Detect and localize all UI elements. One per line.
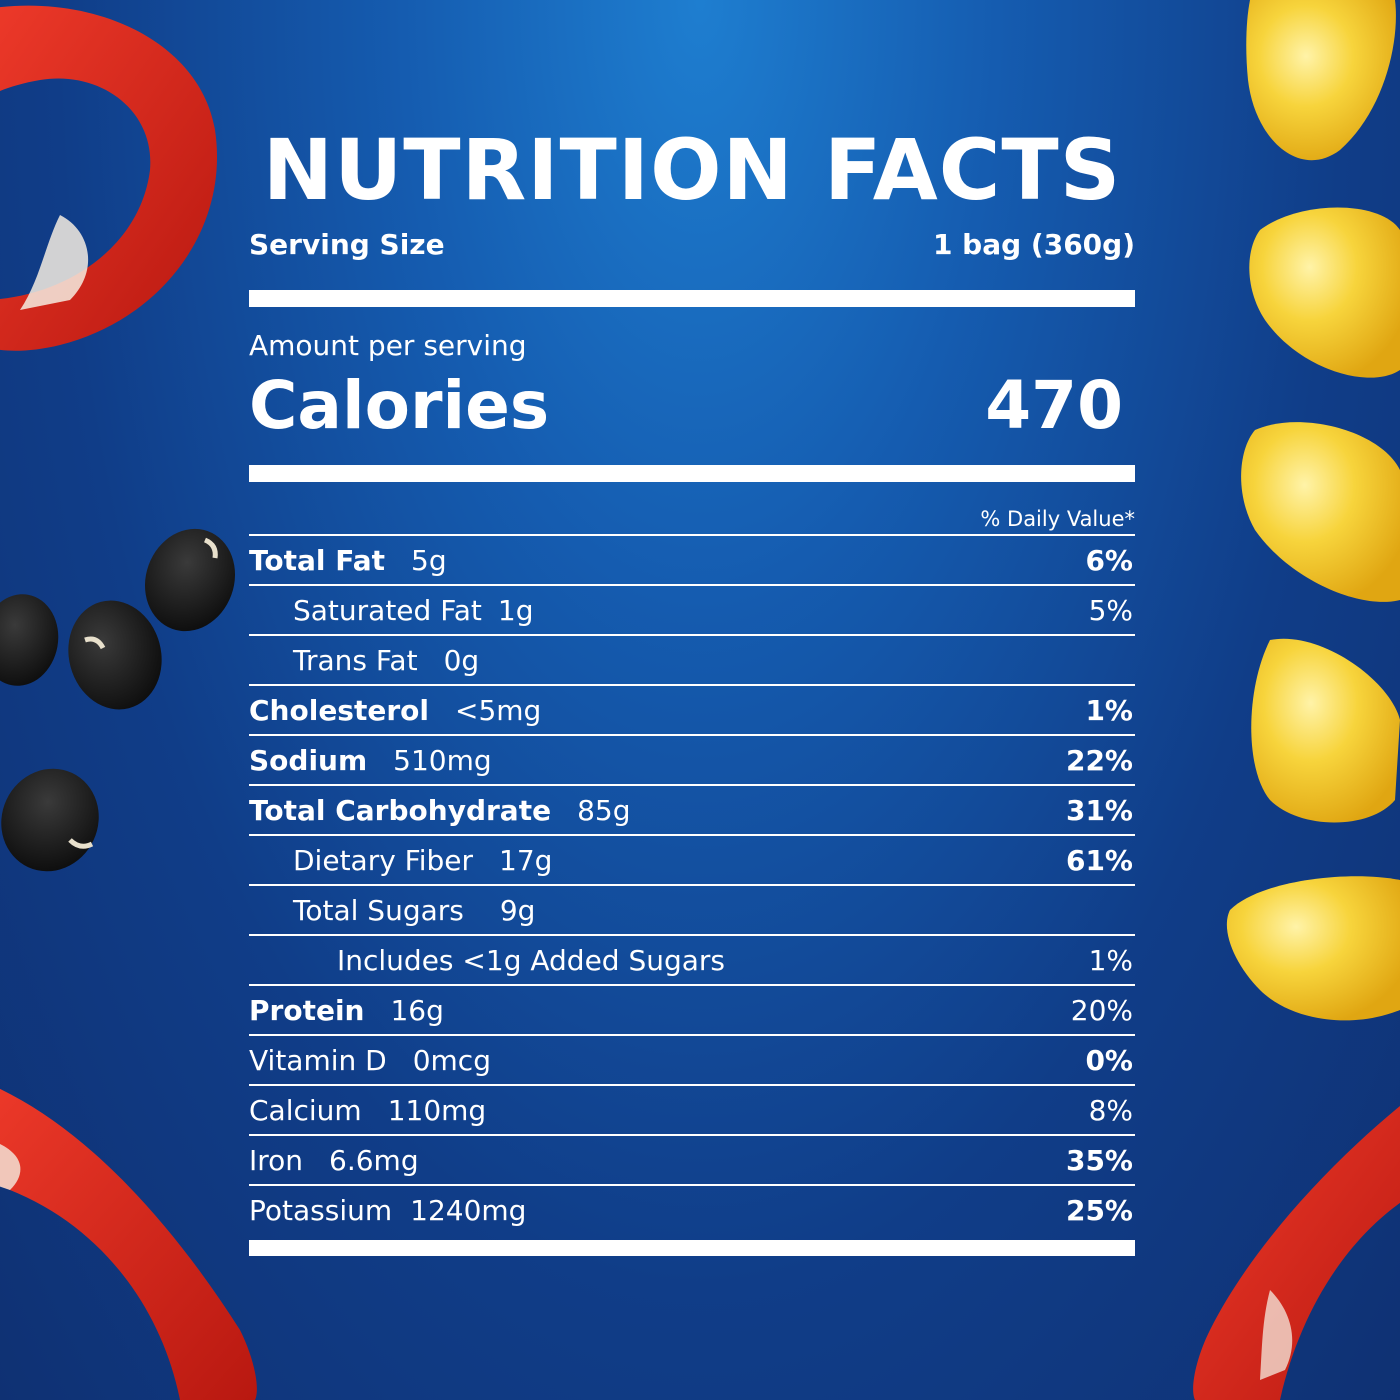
calories-value: 470 [985,367,1123,444]
nutrient-name: Cholesterol [249,693,429,727]
divider-thick [249,290,1135,307]
nutrient-amount: 0g [443,643,480,677]
nutrient-row: Trans Fat 0g [249,636,1135,686]
nutrient-amount: 16g [390,993,444,1027]
nutrient-amount: 85g [577,793,631,827]
nutrient-daily-value: 35% [1065,1143,1133,1177]
nutrient-name: Protein [249,993,365,1027]
nutrient-daily-value: 20% [1070,993,1133,1027]
nutrient-amount: 9g [499,893,536,927]
nutrient-row: Iron 6.6mg 35% [249,1136,1135,1186]
nutrient-amount: 110mg [387,1093,487,1127]
nutrient-row: Total Fat 5g 6% [249,536,1135,586]
nutrient-amount: 5g [411,543,447,577]
panel-title: NUTRITION FACTS [262,121,1122,219]
nutrient-row: Saturated Fat 1g 5% [249,586,1135,636]
nutrient-row: Cholesterol <5mg 1% [249,686,1135,736]
nutrient-daily-value: 8% [1088,1093,1133,1127]
nutrient-row: Sodium 510mg 22% [249,736,1135,786]
nutrient-row: Potassium 1240mg 25% [249,1186,1135,1234]
nutrient-daily-value: 61% [1065,843,1133,877]
nutrient-daily-value: 1% [1088,943,1133,977]
nutrient-daily-value: 6% [1085,543,1133,577]
amount-per-serving-label: Amount per serving [249,329,527,362]
nutrient-row: Total Sugars 9g [249,886,1135,936]
calories-row: Calories 470 [249,363,1135,449]
serving-size-label: Serving Size [249,228,445,261]
nutrient-daily-value: 5% [1088,593,1133,627]
nutrient-amount: 1g [497,593,534,627]
nutrient-daily-value: 0% [1085,1043,1133,1077]
red-pepper-slice-bottom-left [0,1088,257,1400]
nutrient-daily-value: 25% [1065,1193,1133,1227]
nutrient-daily-value: 22% [1065,743,1133,777]
red-pepper-slice-top-left [0,5,217,351]
serving-size-value: 1 bag (360g) [932,228,1135,261]
nutrient-name: Total Fat [249,543,386,577]
divider-thick-bottom [249,1240,1135,1256]
nutrient-list: Total Fat 5g 6% Saturated Fat 1g 5% Trans … [249,534,1135,1234]
divider-thick [249,465,1135,482]
calories-label: Calories [249,367,550,444]
nutrient-name: Dietary Fiber [293,843,474,877]
nutrient-amount: <5mg [455,693,542,727]
nutrient-row: Vitamin D 0mcg 0% [249,1036,1135,1086]
nutrition-facts-panel: NUTRITION FACTS Serving Size 1 bag (360g… [249,120,1135,1256]
nutrient-row: Calcium 110mg 8% [249,1086,1135,1136]
nutrient-name: Vitamin D [249,1043,387,1077]
nutrient-name: Potassium [249,1193,393,1227]
serving-size-row: Serving Size 1 bag (360g) [249,228,1135,268]
nutrient-row: Total Carbohydrate 85g 31% [249,786,1135,836]
nutrient-name: Iron [249,1143,304,1177]
red-pepper-slice-bottom-right [1193,1106,1400,1400]
nutrient-name: Total Carbohydrate [249,793,552,827]
nutrient-amount: 0mcg [412,1043,491,1077]
nutrient-amount: 1240mg [410,1193,527,1227]
nutrient-amount: 6.6mg [329,1143,419,1177]
nutrient-name: Saturated Fat [293,593,482,627]
nutrient-amount: 17g [499,843,553,877]
nutrient-daily-value: 1% [1085,693,1133,727]
black-beans [0,528,236,872]
nutrient-name: Calcium [249,1093,362,1127]
nutrient-daily-value: 31% [1065,793,1133,827]
nutrient-row: Dietary Fiber 17g 61% [249,836,1135,886]
daily-value-header: % Daily Value* [980,507,1135,531]
corn-kernels [1226,0,1400,1021]
nutrient-amount: 510mg [393,743,492,777]
nutrient-row: Includes <1g Added Sugars 1% [249,936,1135,986]
nutrient-name: Trans Fat [293,643,418,677]
nutrient-name: Includes <1g Added Sugars [337,943,726,977]
nutrient-name: Total Sugars [293,893,464,927]
nutrient-name: Sodium [249,743,368,777]
nutrient-row: Protein 16g 20% [249,986,1135,1036]
